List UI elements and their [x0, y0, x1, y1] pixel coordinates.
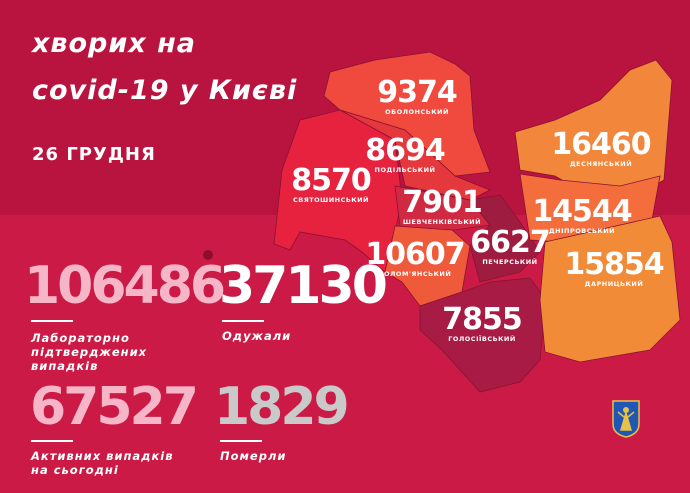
district-name: ГОЛОСІЇВСЬКИЙ — [448, 335, 516, 343]
divider — [222, 320, 264, 322]
label-line: Активних випадків — [31, 449, 174, 463]
active-cases-label: Активних випадків на сьогодні — [31, 449, 173, 477]
district-label-desnianskyi: 16460 ДЕСНЯНСЬКИЙ — [551, 127, 651, 168]
label-line: випадків — [31, 359, 99, 373]
district-name: ОБОЛОНСЬКИЙ — [385, 108, 449, 116]
district-name: ПОДІЛЬСЬКИЙ — [374, 166, 436, 174]
confirmed-cases-label: Лабораторно підтверджених випадків — [31, 331, 147, 373]
district-shape-desnianskyi — [514, 59, 673, 197]
district-name: ПЕЧЕРСЬКИЙ — [482, 258, 538, 266]
district-name: ДНІПРОВСЬКИЙ — [548, 227, 616, 235]
district-name: ДАРНИЦЬКИЙ — [584, 280, 644, 288]
district-name: ДЕСНЯНСЬКИЙ — [569, 160, 633, 168]
district-cases: 8570 — [291, 163, 371, 198]
district-shape-shevchenkivskyi — [394, 185, 491, 233]
divider — [31, 320, 73, 322]
district-cases: 8694 — [365, 133, 445, 168]
district-cases: 10607 — [365, 237, 465, 272]
district-shape-podilskyi — [339, 109, 491, 201]
title-line-2: covid-19 у Києві — [32, 75, 298, 106]
kyiv-coat-of-arms-icon — [612, 400, 640, 438]
district-label-shevchenkivskyi: 7901 ШЕВЧЕНКІВСЬКИЙ — [402, 188, 482, 226]
district-label-obolonskyi: 9374 ОБОЛОНСЬКИЙ — [377, 78, 457, 116]
district-cases: 9374 — [377, 75, 457, 110]
deaths-value: 1829 — [214, 377, 350, 437]
confirmed-cases-value: 106486 — [24, 256, 226, 316]
district-label-solomianskyi: 10607 СОЛОМ'ЯНСЬКИЙ — [365, 237, 465, 278]
divider — [220, 440, 262, 442]
district-label-pecherskyi: 6627 ПЕЧЕРСЬКИЙ — [470, 228, 550, 266]
district-shape-darnytskyi — [539, 215, 681, 363]
district-label-holosiivskyi: 7855 ГОЛОСІЇВСЬКИЙ — [442, 305, 522, 343]
district-label-sviatoshynskyi: 8570 СВЯТОШИНСЬКИЙ — [291, 166, 371, 204]
recovered-value: 37130 — [219, 256, 388, 316]
label-line: Лабораторно — [31, 331, 130, 345]
district-name: ШЕВЧЕНКІВСЬКИЙ — [402, 218, 482, 226]
district-shape-pecherskyi — [469, 194, 541, 283]
district-cases: 16460 — [551, 127, 651, 162]
recovered-label: Одужали — [222, 329, 292, 343]
district-cases: 15854 — [564, 247, 664, 282]
district-label-darnytskyi: 15854 ДАРНИЦЬКИЙ — [564, 247, 664, 288]
active-cases-value: 67527 — [30, 377, 199, 437]
title-line-1: хворих на — [32, 28, 196, 59]
district-cases: 7901 — [402, 185, 482, 220]
district-name: СОЛОМ'ЯНСЬКИЙ — [378, 270, 452, 278]
virus-icon — [203, 250, 213, 260]
date-label: 26 ГРУДНЯ — [32, 144, 156, 165]
label-line: підтверджених — [31, 345, 148, 359]
label-line: на сьогодні — [31, 463, 119, 477]
district-shape-holosiivskyi — [419, 277, 547, 393]
deaths-label: Померли — [220, 449, 287, 463]
divider — [31, 440, 73, 442]
district-label-dniprovskyi: 14544 ДНІПРОВСЬКИЙ — [532, 194, 632, 235]
district-name: СВЯТОШИНСЬКИЙ — [292, 196, 370, 204]
district-cases: 7855 — [442, 302, 522, 337]
district-shape-obolonskyi — [323, 51, 491, 177]
district-cases: 14544 — [532, 194, 632, 229]
district-label-podilskyi: 8694 ПОДІЛЬСЬКИЙ — [365, 136, 445, 174]
district-cases: 6627 — [470, 225, 550, 260]
